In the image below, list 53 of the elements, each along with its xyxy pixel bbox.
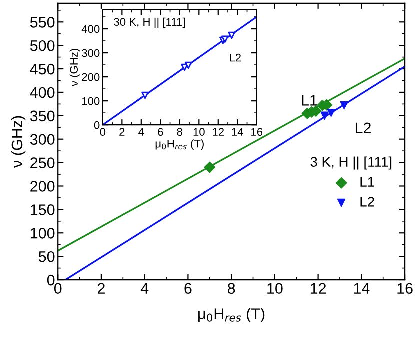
y-axis-title: ν (GHz) [11,116,26,168]
x-tick-label: 2 [98,283,105,294]
x-tick-label: 10 [268,283,283,294]
y-tick-label: 550 [30,17,55,28]
x-tick-label: 14 [354,283,370,294]
point [320,112,329,120]
x-tick-label: 14 [232,128,244,136]
y-tick-label: 100 [82,97,100,106]
annotation: L2 [230,54,241,62]
legend-label: L2 [360,197,374,207]
y-tick-label: 100 [31,228,55,239]
legend-label: L1 [360,177,374,187]
y-tick-label: 150 [31,204,55,216]
y-tick-label: 400 [82,25,100,34]
x-tick-label: 6 [184,283,192,294]
x-tick-label: 6 [158,128,164,136]
x-tick-label: 16 [398,283,413,294]
point [228,32,236,40]
x-tick-label: 0 [100,128,106,136]
x-axis-title: μ$_{0}$H$_{res}$ (T) [156,140,204,150]
y-tick-label: 250 [30,158,55,168]
x-tick-label: 2 [120,128,125,136]
y-tick-label: 200 [30,181,55,192]
point [340,101,348,110]
x-tick-label: 8 [177,128,183,136]
x-tick-label: 0 [54,283,62,294]
x-tick-label: 16 [252,128,263,136]
point [142,92,149,100]
x-tick-label: 8 [228,283,236,294]
y-tick-label: 0 [47,274,55,286]
legend-title: 3 K, H || [111] [310,156,392,170]
y-tick-label: 200 [82,73,100,82]
annotation: L1 [302,95,318,106]
x-tick-label: 10 [194,128,205,136]
x-axis-title: μ$_{0}$H$_{res}$ (T) [198,308,265,322]
point [327,108,336,118]
annotation: 30 K, H || [111] [114,18,185,28]
y-tick-label: 400 [30,87,55,98]
y-tick-label: 50 [38,251,55,262]
y-tick-label: 500 [30,40,55,52]
y-tick-label: 300 [82,49,100,58]
x-tick-label: 12 [213,128,224,136]
y-tick-label: 0 [94,121,100,130]
x-tick-label: 4 [140,283,149,294]
y-tick-label: 300 [30,134,55,146]
annotation: L2 [356,122,371,134]
point [184,62,192,70]
y-tick-label: 450 [30,64,55,75]
y-axis-title: ν (GHz) [70,49,80,87]
x-tick-label: 4 [138,128,144,136]
point [204,162,216,174]
x-tick-label: 12 [310,283,326,294]
y-tick-label: 350 [30,110,55,122]
